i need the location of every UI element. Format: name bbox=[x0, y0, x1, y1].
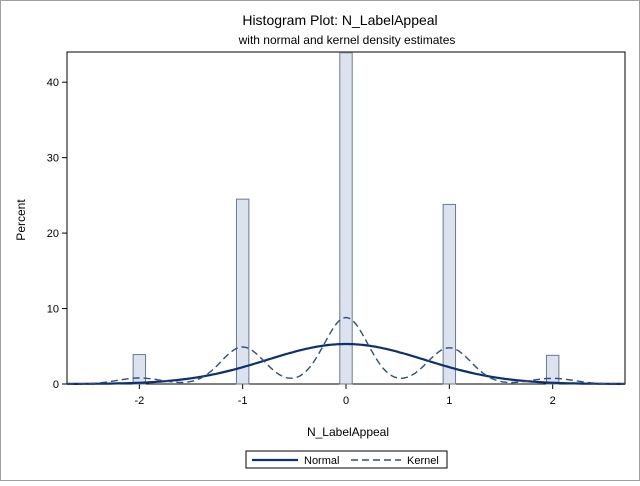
y-tick-label: 0 bbox=[53, 379, 59, 391]
x-tick-label: 2 bbox=[550, 395, 556, 407]
legend-kernel-label: Kernel bbox=[407, 455, 439, 467]
legend-frame bbox=[245, 450, 448, 469]
histogram-bar bbox=[339, 52, 353, 385]
x-tick-label: -1 bbox=[238, 395, 248, 407]
histogram-bar bbox=[442, 203, 457, 385]
y-tick-label: 30 bbox=[47, 153, 59, 165]
x-tick-label: 0 bbox=[343, 395, 349, 407]
histogram-bar bbox=[545, 354, 560, 385]
chart-title: Histogram Plot: N_LabelAppeal bbox=[242, 12, 437, 28]
kernel-curve bbox=[67, 316, 625, 385]
legend: Normal Kernel bbox=[245, 450, 448, 469]
histogram-bar bbox=[235, 198, 250, 385]
y-tick-label: 40 bbox=[47, 77, 59, 89]
x-tick-label: -2 bbox=[134, 395, 144, 407]
x-tick-label: 1 bbox=[446, 395, 452, 407]
y-tick-label: 10 bbox=[47, 304, 59, 316]
y-tick-label: 20 bbox=[47, 228, 59, 240]
x-axis-label: N_LabelAppeal bbox=[307, 425, 389, 439]
histogram-bar bbox=[132, 354, 147, 385]
legend-normal-label: Normal bbox=[304, 455, 339, 467]
chart-subtitle: with normal and kernel density estimates bbox=[238, 33, 456, 47]
plot-area: 0 10 20 30 40 -2 -1 0 1 2 bbox=[47, 51, 626, 407]
normal-curve bbox=[67, 342, 625, 385]
y-axis-label: Percent bbox=[14, 199, 28, 241]
